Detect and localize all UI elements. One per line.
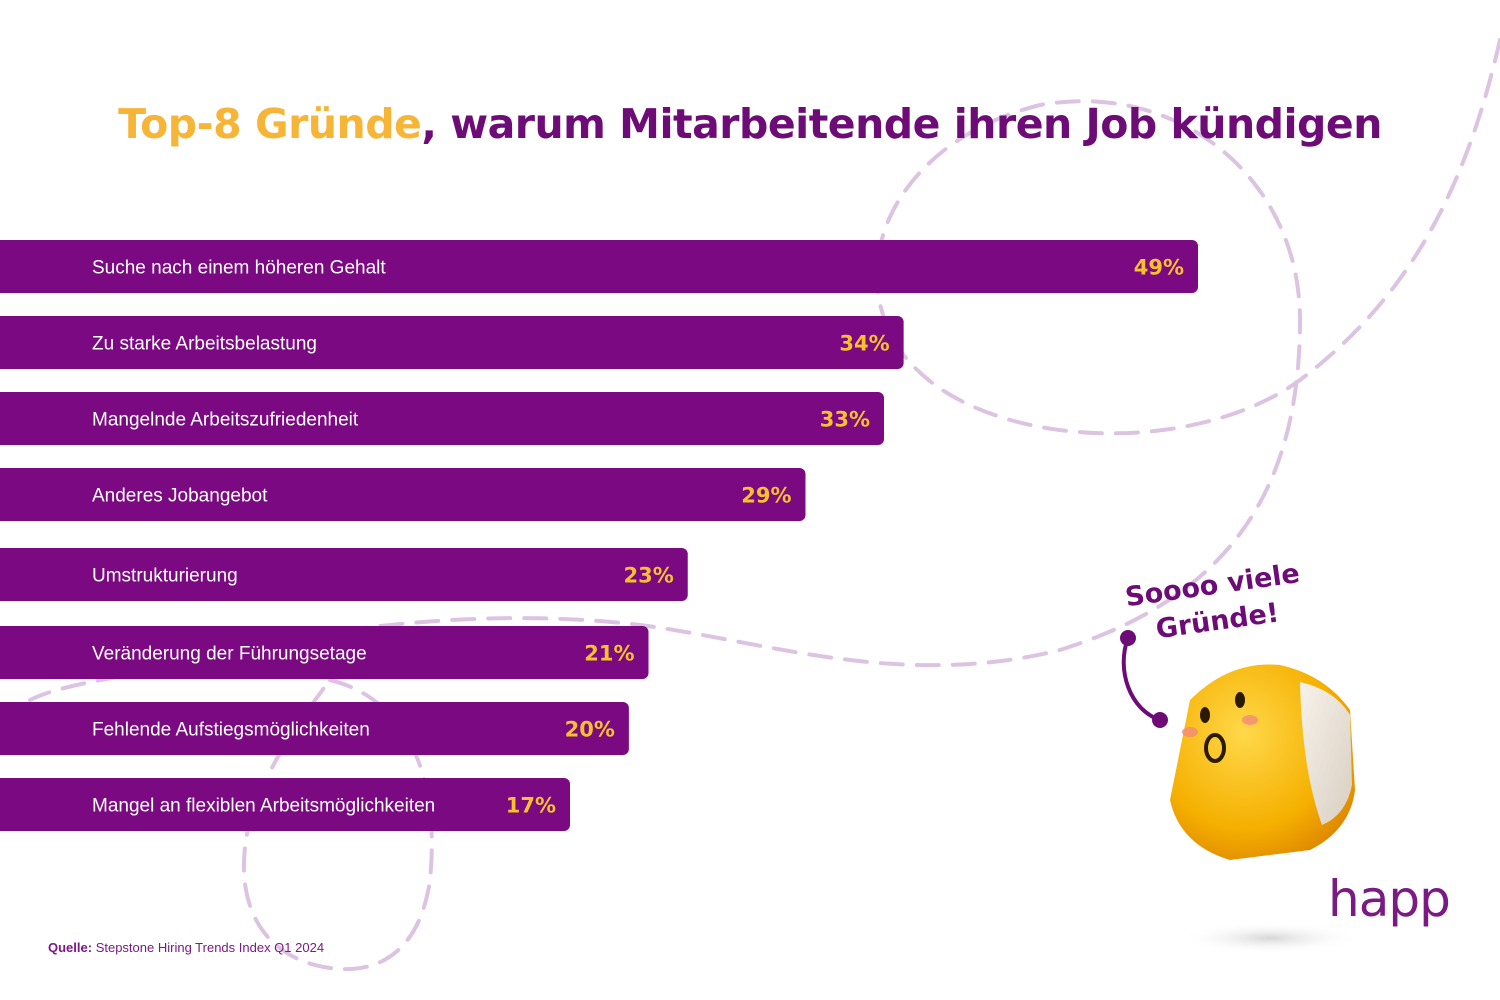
value-label-8: 17%	[506, 794, 556, 818]
source-text: Stepstone Hiring Trends Index Q1 2024	[92, 940, 325, 955]
bar-label-7: Fehlende Aufstiegsmöglichkeiten	[92, 720, 370, 741]
happ-logo-icon: happ	[1328, 870, 1451, 928]
bar-7	[0, 702, 629, 755]
bar-1	[0, 240, 1198, 293]
bar-label-8: Mangel an flexiblen Arbeitsmöglichkeiten	[92, 796, 435, 817]
value-label-5: 23%	[623, 564, 673, 588]
bar-4	[0, 468, 806, 521]
bar-label-5: Umstrukturierung	[92, 566, 238, 587]
bar-3	[0, 392, 884, 445]
value-label-3: 33%	[820, 408, 870, 432]
bar-label-6: Veränderung der Führungsetage	[92, 644, 367, 665]
bar-2	[0, 316, 904, 369]
page-title: Top-8 Gründe, warum Mitarbeitende ihren …	[0, 100, 1500, 148]
bar-label-1: Suche nach einem höheren Gehalt	[92, 258, 386, 279]
value-label-6: 21%	[584, 642, 634, 666]
value-label-4: 29%	[741, 484, 791, 508]
bar-label-4: Anderes Jobangebot	[92, 486, 268, 507]
logo-text: happ	[1328, 870, 1451, 928]
bar-5	[0, 548, 688, 601]
bar-label-3: Mangelnde Arbeitszufriedenheit	[92, 410, 359, 431]
title-highlight: Top-8 Gründe	[118, 100, 422, 148]
source-label: Quelle:	[48, 940, 93, 955]
value-label-1: 49%	[1134, 256, 1184, 280]
source-note: Quelle: Stepstone Hiring Trends Index Q1…	[48, 940, 324, 955]
bar-6	[0, 626, 649, 679]
surprised-cube-mascot-icon	[1120, 630, 1360, 954]
value-label-2: 34%	[839, 332, 889, 356]
bar-label-2: Zu starke Arbeitsbelastung	[92, 334, 317, 355]
bar-8	[0, 778, 570, 831]
value-label-7: 20%	[565, 718, 615, 742]
title-rest: , warum Mitarbeitende ihren Job kündigen	[421, 100, 1382, 148]
